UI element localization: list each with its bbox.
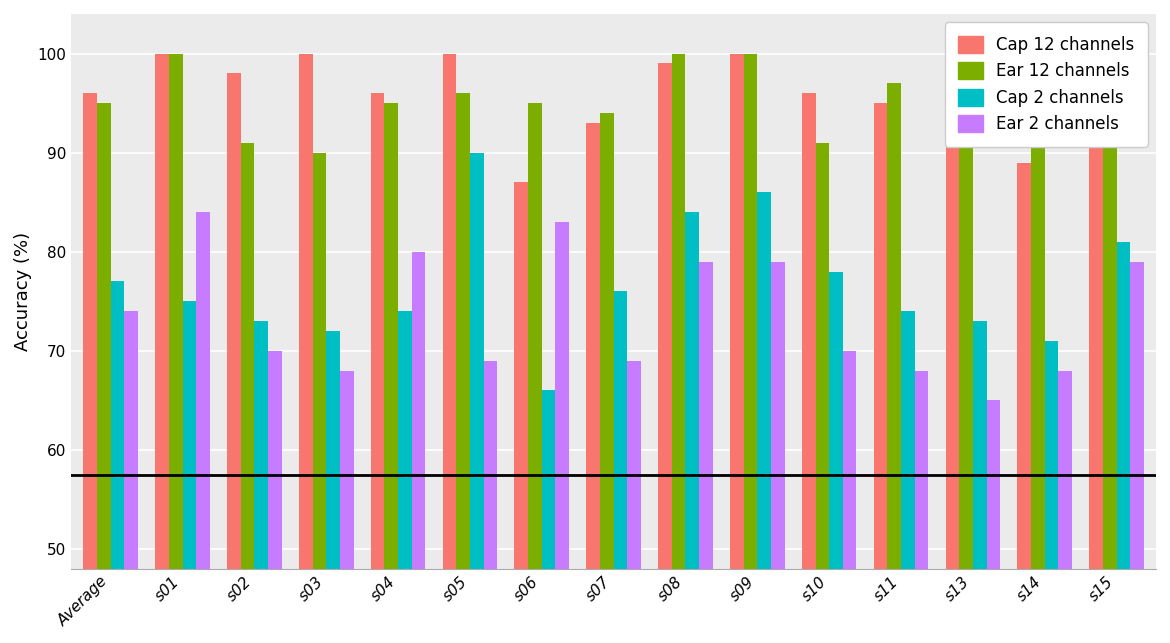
Bar (556, 222, 569, 569)
Bar (915, 370, 928, 569)
Bar (830, 271, 842, 569)
Bar (268, 351, 282, 569)
Bar (183, 302, 197, 569)
Bar (398, 311, 412, 569)
Bar (815, 143, 830, 569)
Bar (515, 183, 528, 569)
Bar (887, 83, 901, 569)
Bar (901, 311, 915, 569)
Bar (1089, 93, 1103, 569)
Bar (1018, 163, 1031, 569)
Bar (168, 53, 183, 569)
Bar (97, 103, 111, 569)
Bar (659, 64, 672, 569)
Bar (744, 53, 757, 569)
Bar (156, 53, 168, 569)
Bar (371, 93, 385, 569)
Bar (959, 103, 973, 569)
Bar (1103, 123, 1116, 569)
Bar (528, 103, 542, 569)
Bar (197, 212, 209, 569)
Bar (124, 311, 138, 569)
Bar (442, 53, 456, 569)
Bar (1130, 262, 1144, 569)
Bar (326, 331, 340, 569)
Bar (340, 370, 353, 569)
Bar (700, 262, 713, 569)
Bar (600, 113, 613, 569)
Bar (730, 53, 744, 569)
Bar (470, 152, 483, 569)
Bar (542, 390, 556, 569)
Bar (385, 103, 398, 569)
Bar (483, 361, 497, 569)
Bar (801, 93, 815, 569)
Bar (586, 123, 600, 569)
Bar (1116, 242, 1130, 569)
Bar (842, 351, 856, 569)
Bar (1045, 341, 1059, 569)
Bar (83, 93, 97, 569)
Bar (254, 321, 268, 569)
Legend: Cap 12 channels, Ear 12 channels, Cap 2 channels, Ear 2 channels: Cap 12 channels, Ear 12 channels, Cap 2 … (944, 23, 1148, 147)
Bar (1059, 370, 1072, 569)
Bar (771, 262, 785, 569)
Bar (312, 152, 326, 569)
Bar (241, 143, 254, 569)
Bar (111, 282, 124, 569)
Bar (300, 53, 312, 569)
Bar (874, 103, 887, 569)
Bar (945, 103, 959, 569)
Bar (757, 192, 771, 569)
Bar (412, 251, 426, 569)
Bar (672, 53, 686, 569)
Bar (627, 361, 641, 569)
Bar (456, 93, 470, 569)
Bar (227, 73, 241, 569)
Bar (613, 291, 627, 569)
Y-axis label: Accuracy (%): Accuracy (%) (14, 231, 32, 351)
Bar (1031, 123, 1045, 569)
Bar (973, 321, 986, 569)
Bar (686, 212, 700, 569)
Bar (986, 401, 1000, 569)
